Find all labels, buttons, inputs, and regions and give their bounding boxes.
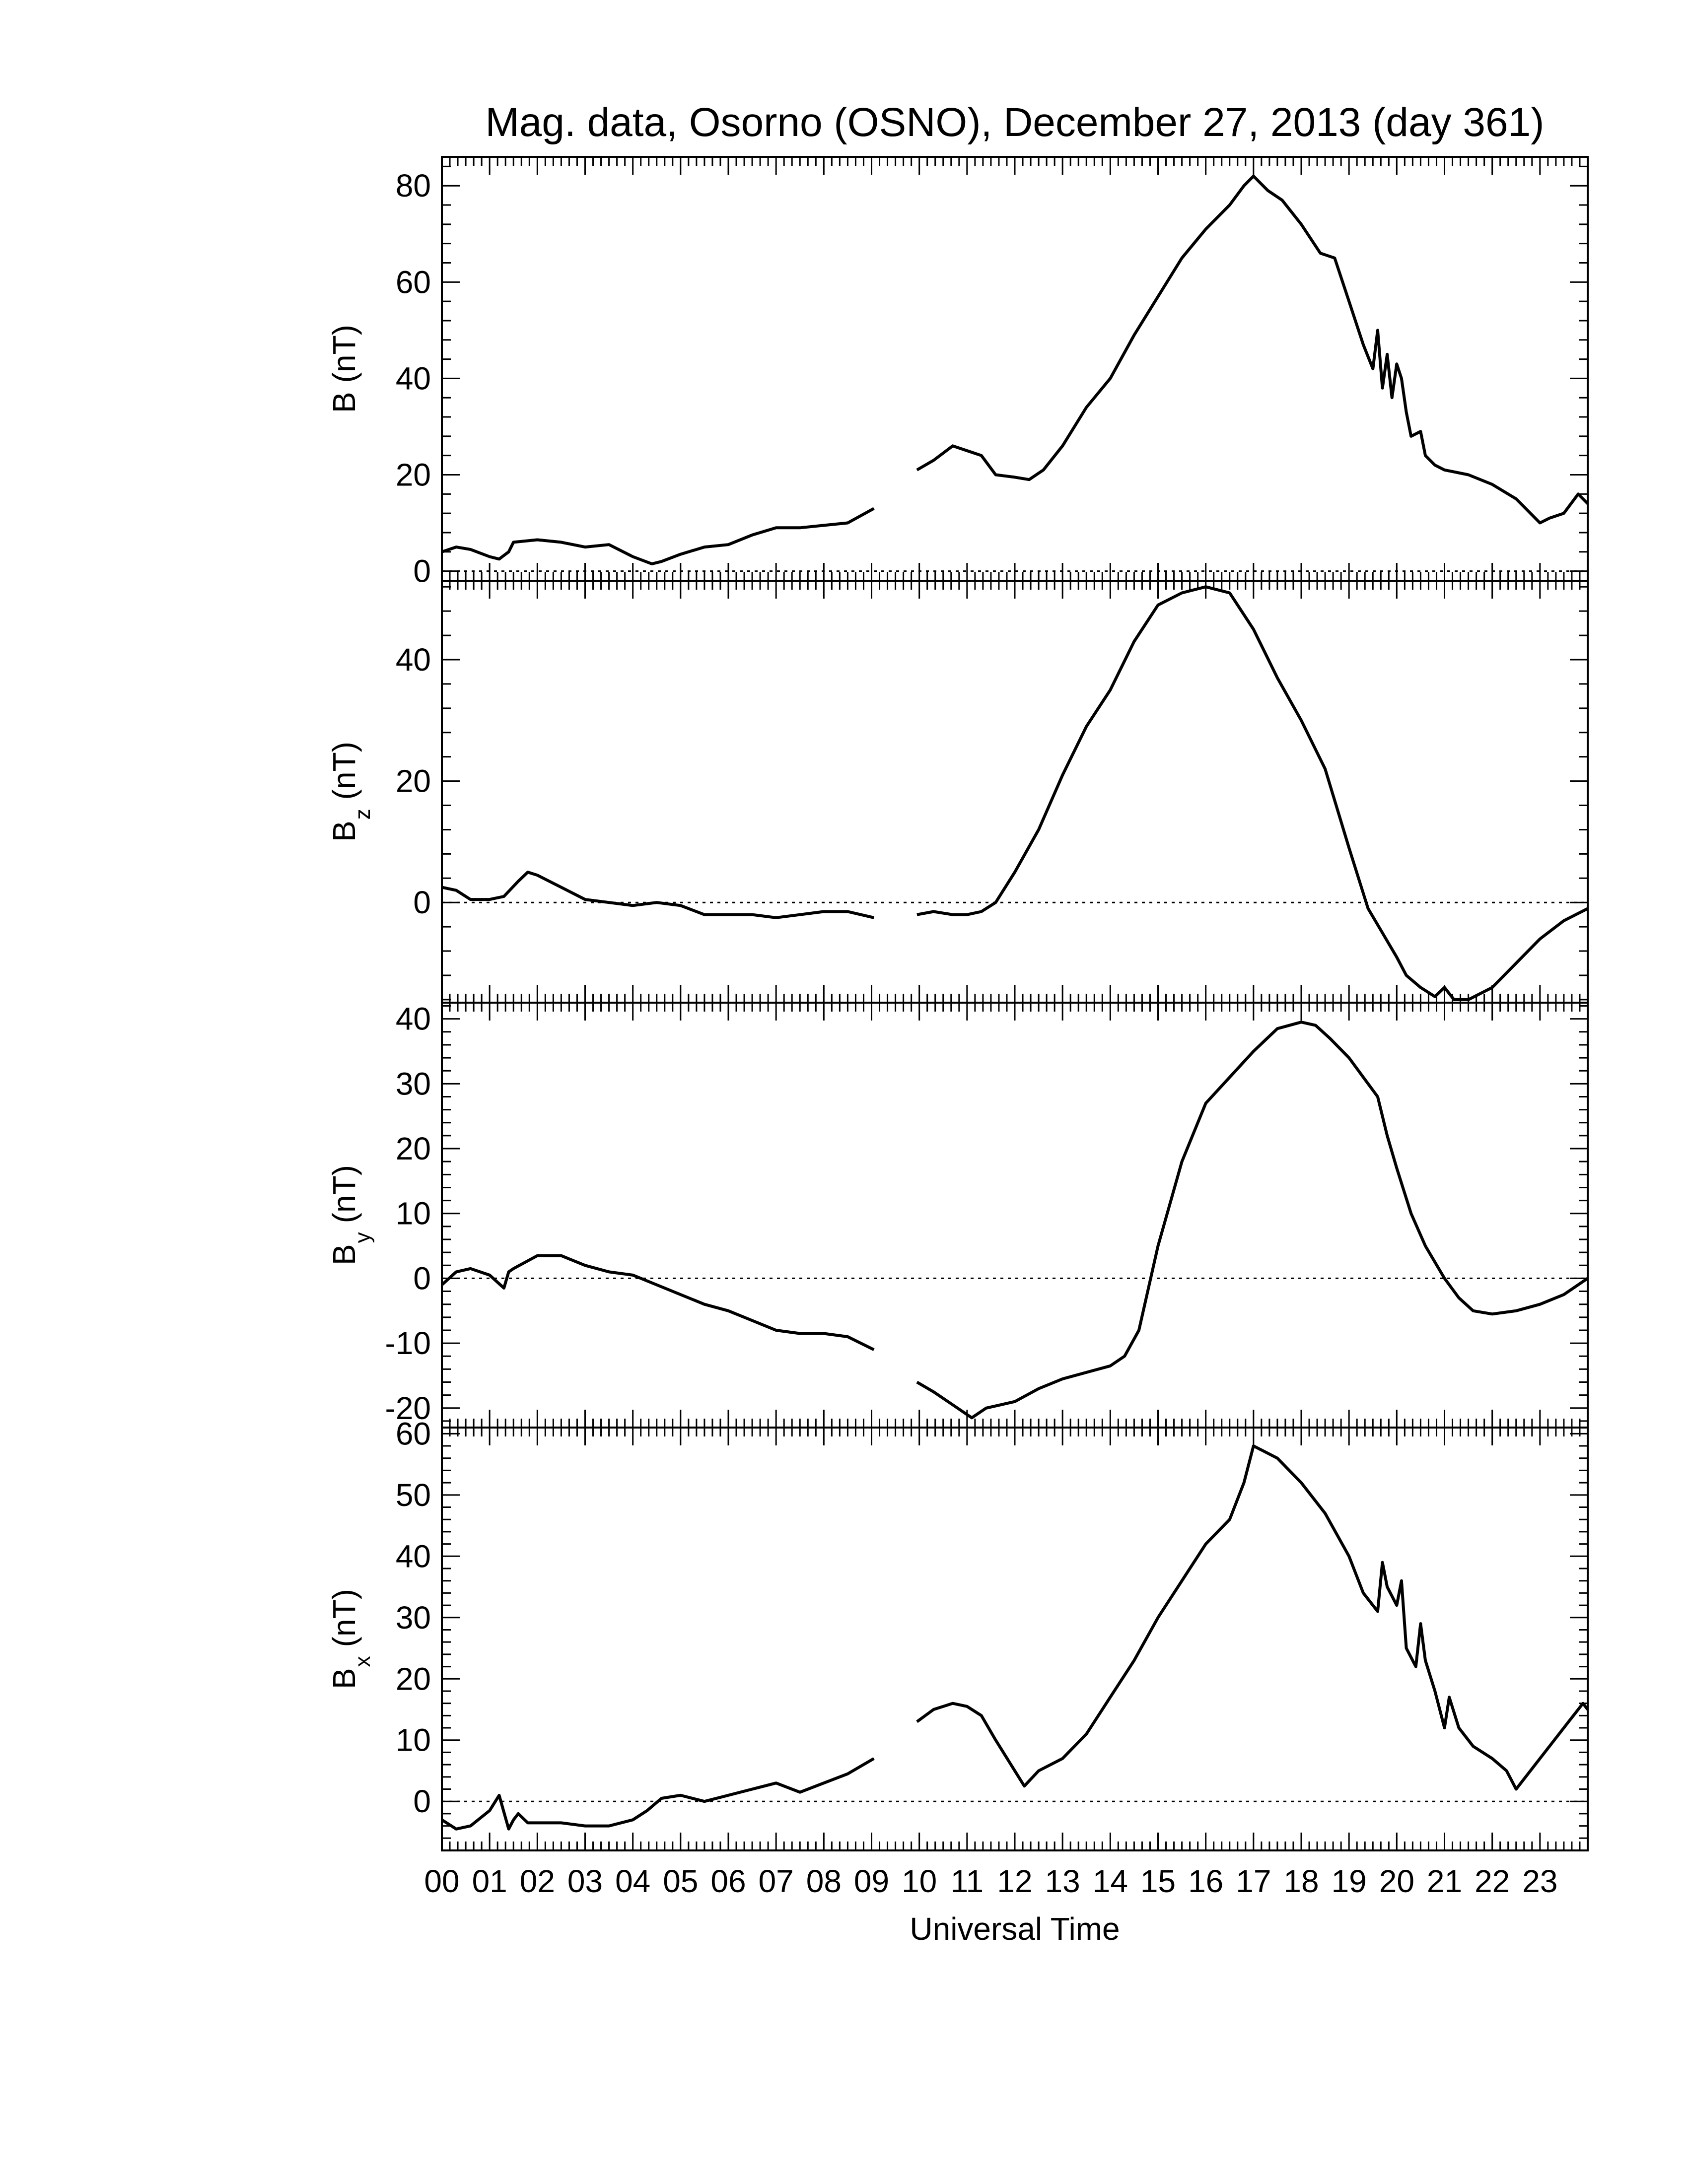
y-tick-label: 30 — [396, 1066, 431, 1101]
x-tick-label: 03 — [567, 1863, 603, 1899]
y-axis-label: Bz (nT) — [326, 742, 375, 842]
y-axis-label: B (nT) — [326, 325, 362, 413]
y-tick-label: 0 — [413, 1260, 431, 1296]
x-tick-label: 22 — [1475, 1863, 1510, 1899]
plot-frame — [441, 1427, 1589, 1851]
y-axis-label-main: B — [326, 1244, 362, 1265]
x-tick-label: 19 — [1332, 1863, 1367, 1899]
x-tick-label: 18 — [1283, 1863, 1319, 1899]
panel-1: 0 20 40 60 80 B (nT) — [326, 156, 1589, 589]
y-tick-label: -20 — [385, 1390, 431, 1426]
y-tick-label: 40 — [396, 642, 431, 678]
y-tick-label: 20 — [396, 1661, 431, 1697]
chart-title: Mag. data, Osorno (OSNO), December 27, 2… — [485, 100, 1544, 145]
y-axis-label-unit: (nT) — [326, 1165, 362, 1223]
y-tick-label: 30 — [396, 1600, 431, 1636]
x-tick-label: 20 — [1379, 1863, 1414, 1899]
x-tick-label: 07 — [759, 1863, 794, 1899]
y-tick-label: 0 — [413, 1783, 431, 1819]
y-tick-label: 60 — [396, 1416, 431, 1451]
x-tick-label: 12 — [997, 1863, 1032, 1899]
y-tick-label: 50 — [396, 1477, 431, 1513]
panels: 0 20 40 60 80 B (nT) 0 20 40 Bz (nT) -20 -10 0 10 20 30 40… — [326, 156, 1589, 1851]
series-line-3 — [440, 1021, 1589, 1420]
y-axis-label-unit: (nT) — [326, 742, 362, 800]
y-tick-label: 20 — [396, 1131, 431, 1166]
y-axis-label: Bx (nT) — [326, 1589, 375, 1689]
x-tick-label: 00 — [424, 1863, 459, 1899]
y-tick-label: 80 — [396, 168, 431, 204]
y-tick-label: 40 — [396, 1001, 431, 1037]
x-tick-label: 08 — [806, 1863, 842, 1899]
x-tick-label: 01 — [472, 1863, 507, 1899]
y-tick-label: 20 — [396, 763, 431, 799]
y-axis-label-main: B — [326, 392, 362, 413]
y-tick-label: 40 — [396, 360, 431, 396]
x-tick-label: 10 — [902, 1863, 937, 1899]
x-tick-label: 17 — [1236, 1863, 1271, 1899]
x-tick-label: 14 — [1093, 1863, 1128, 1899]
y-tick-label: 0 — [413, 553, 431, 589]
y-axis-label-subscript: z — [351, 809, 375, 819]
y-tick-label: 20 — [396, 457, 431, 493]
x-tick-label: 09 — [854, 1863, 889, 1899]
y-tick-label: 60 — [396, 264, 431, 300]
y-axis-label: By (nT) — [326, 1165, 375, 1265]
plot-frame — [441, 156, 1589, 582]
y-tick-label: 10 — [396, 1722, 431, 1758]
x-tick-label: 06 — [710, 1863, 746, 1899]
y-tick-label: 0 — [413, 885, 431, 920]
panel-3: -20 -10 0 10 20 30 40 By (nT) — [326, 1001, 1589, 1429]
y-tick-label: 40 — [396, 1538, 431, 1574]
x-tick-label: 05 — [663, 1863, 698, 1899]
y-axis-label-main: B — [326, 1668, 362, 1689]
x-tick-label: 04 — [615, 1863, 650, 1899]
series-line-1 — [441, 174, 1589, 565]
y-axis-label-subscript: y — [351, 1232, 375, 1243]
panel-4: 0 10 20 30 40 50 60 Bx (nT) — [326, 1416, 1589, 1851]
series-line-2 — [441, 585, 1589, 1001]
x-tick-label: 23 — [1522, 1863, 1557, 1899]
y-axis-label-subscript: x — [351, 1656, 375, 1667]
panel-2: 0 20 40 Bz (nT) — [326, 580, 1589, 1004]
x-tick-label: 11 — [951, 1863, 984, 1899]
y-axis-label-main: B — [326, 820, 362, 842]
x-tick-label: 21 — [1427, 1863, 1462, 1899]
x-tick-label: 16 — [1188, 1863, 1223, 1899]
x-tick-labels: 00 01 02 03 04 05 06 07 08 09 10 11 12 13 14 15 16 17 18 19… — [424, 1863, 1557, 1899]
plot-frame — [441, 1002, 1589, 1429]
x-tick-label: 13 — [1045, 1863, 1080, 1899]
y-axis-label-unit: (nT) — [326, 325, 362, 383]
x-tick-label: 15 — [1140, 1863, 1176, 1899]
y-axis-label-unit: (nT) — [326, 1589, 362, 1647]
y-tick-label: -10 — [385, 1325, 431, 1361]
series-line-4 — [441, 1444, 1589, 1831]
y-tick-label: 10 — [396, 1196, 431, 1231]
x-axis-label: Universal Time — [910, 1911, 1120, 1947]
plot-frame — [441, 580, 1589, 1004]
x-tick-label: 02 — [520, 1863, 555, 1899]
